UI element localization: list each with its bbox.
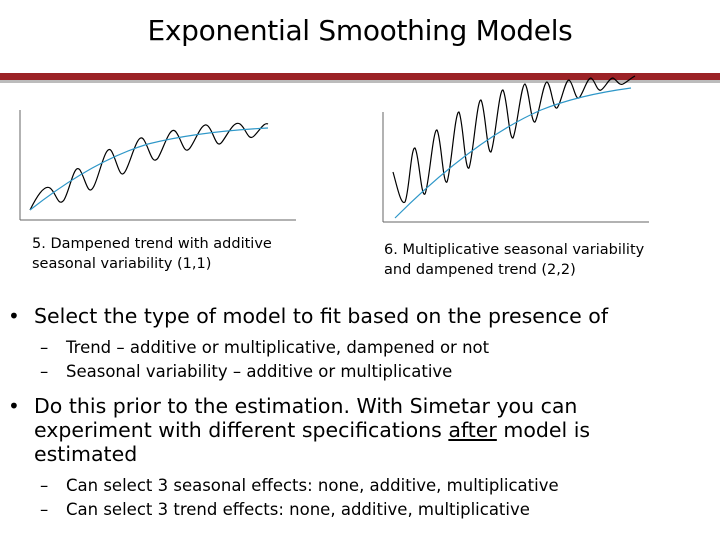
figure2-trend-line	[394, 87, 632, 219]
bullet-line1: Do this prior to the estimation. With Si…	[34, 394, 578, 418]
title-underline-shadow	[0, 80, 720, 83]
figure1-trend-line	[29, 127, 269, 211]
sub-bullet-text: Can select 3 trend effects: none, additi…	[66, 500, 530, 519]
bullet-line2-post: model is	[496, 418, 591, 442]
figure1-caption: 5. Dampened trend with additive seasonal…	[32, 234, 312, 274]
bullet-line3: estimated	[34, 442, 138, 466]
slide-title: Exponential Smoothing Models	[147, 14, 573, 47]
figure2-caption-line2: and dampened trend (2,2)	[384, 262, 576, 278]
sub-bullet-trend: – Trend – additive or multiplicative, da…	[8, 336, 708, 360]
figure2-series-line	[392, 75, 636, 204]
sub-bullet-text: Trend – additive or multiplicative, damp…	[66, 338, 490, 357]
sub-bullet-trend-effects: – Can select 3 trend effects: none, addi…	[8, 498, 708, 522]
sub-bullet-text: Seasonal variability – additive or multi…	[66, 362, 453, 381]
bullet-line2-pre: experiment with different specifications	[34, 418, 449, 442]
figure2-caption-line1: 6. Multiplicative seasonal variability	[384, 242, 645, 258]
figure2-caption: 6. Multiplicative seasonal variability a…	[384, 240, 704, 280]
figure1-caption-line1: 5. Dampened trend with additive	[32, 236, 272, 252]
bullet-list: • Select the type of model to fit based …	[8, 304, 708, 522]
figure-multiplicative-dampened	[382, 75, 649, 223]
sub-bullet-marker: –	[40, 338, 49, 357]
figure-dampened-additive	[19, 110, 296, 221]
title-underline-bar	[0, 73, 720, 80]
bullet-marker: •	[8, 304, 20, 328]
sub-bullet-marker: –	[40, 500, 49, 519]
sub-bullet-text: Can select 3 seasonal effects: none, add…	[66, 476, 559, 495]
bullet-estimation: • Do this prior to the estimation. With …	[8, 394, 708, 466]
bullet-line2-underlined: after	[448, 418, 497, 442]
sub-bullet-seasonal: – Seasonal variability – additive or mul…	[8, 360, 708, 384]
bullet-marker: •	[8, 394, 20, 418]
bullet-model-selection: • Select the type of model to fit based …	[8, 304, 708, 328]
sub-bullet-marker: –	[40, 362, 49, 381]
figure1-caption-line2: seasonal variability (1,1)	[32, 256, 212, 272]
figure1-series-line	[29, 122, 269, 211]
sub-bullet-seasonal-effects: – Can select 3 seasonal effects: none, a…	[8, 474, 708, 498]
sub-bullet-marker: –	[40, 476, 49, 495]
bullet-text: Select the type of model to fit based on…	[34, 304, 609, 328]
